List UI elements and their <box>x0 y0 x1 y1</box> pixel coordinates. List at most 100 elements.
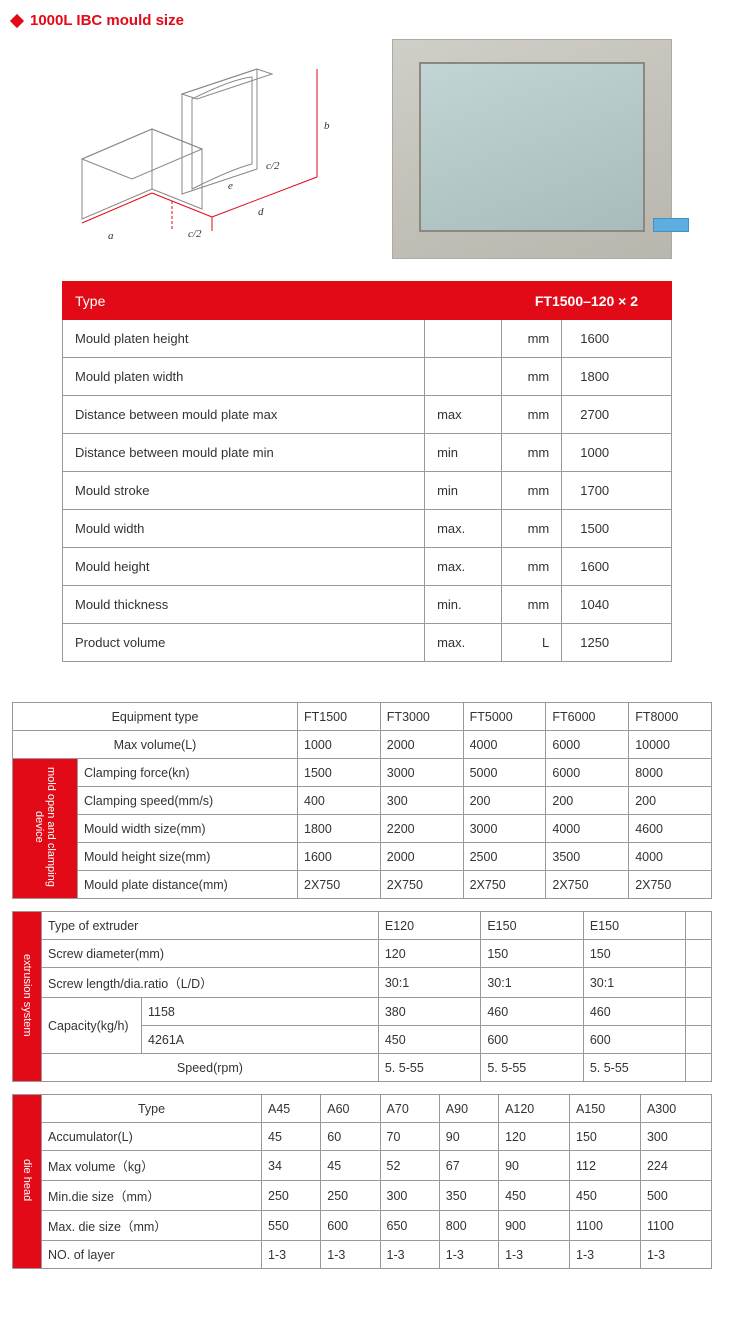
t1-row-qual: min <box>425 434 502 472</box>
t1-row-val: 1040 <box>562 586 672 624</box>
die-cell: 250 <box>321 1181 380 1211</box>
mold-cell: 2500 <box>463 843 546 871</box>
t1-row-label: Distance between mould plate min <box>63 434 425 472</box>
t1-row-val: 1800 <box>562 358 672 396</box>
mold-cell: 5000 <box>463 759 546 787</box>
capacity-cell: 450 <box>378 1026 480 1054</box>
t1-row-label: Mould platen width <box>63 358 425 396</box>
mold-cell: 200 <box>546 787 629 815</box>
mold-row-label: Clamping force(kn) <box>78 759 298 787</box>
t1-row-qual: min <box>425 472 502 510</box>
mold-cell: 2200 <box>380 815 463 843</box>
t1-row-label: Mould height <box>63 548 425 586</box>
ext-cell: 30:1 <box>583 968 685 998</box>
die-cell: 150 <box>570 1123 641 1151</box>
diagram-label-a: a <box>108 230 114 242</box>
mold-cell: 8000 <box>629 759 712 787</box>
die-cell: 800 <box>439 1211 498 1241</box>
mold-row-label: Clamping speed(mm/s) <box>78 787 298 815</box>
t1-row-val: 1500 <box>562 510 672 548</box>
ext-blank <box>686 912 712 940</box>
ext-cell: E120 <box>378 912 480 940</box>
mold-cell: 2X750 <box>380 871 463 899</box>
die-cell: 45 <box>262 1123 321 1151</box>
maxvol-col: 1000 <box>298 731 381 759</box>
die-cell: 1-3 <box>499 1241 570 1269</box>
ext-cell: 120 <box>378 940 480 968</box>
mold-cell: 3500 <box>546 843 629 871</box>
maxvol-col: 10000 <box>629 731 712 759</box>
mold-cell: 300 <box>380 787 463 815</box>
mould-size-table: Type FT1500–120 × 2 Mould platen height … <box>62 281 672 662</box>
ext-row-label: Screw length/dia.ratio（L/D） <box>42 968 379 998</box>
t1-row-val: 1250 <box>562 624 672 662</box>
diagram-label-d: d <box>258 206 264 218</box>
model-col: FT8000 <box>629 703 712 731</box>
mold-row-label: Mould height size(mm) <box>78 843 298 871</box>
diagram-label-e: e <box>228 180 233 192</box>
model-col: FT3000 <box>380 703 463 731</box>
die-cell: 112 <box>570 1151 641 1181</box>
die-row-label: Accumulator(L) <box>42 1123 262 1151</box>
ext-row-label: Type of extruder <box>42 912 379 940</box>
ext-cell: 150 <box>583 940 685 968</box>
die-row-label: NO. of layer <box>42 1241 262 1269</box>
figure-row: a b c/2 c/2 d e <box>62 39 726 267</box>
t1-row-label: Mould platen height <box>63 320 425 358</box>
die-row-label: Min.die size（mm） <box>42 1181 262 1211</box>
t1-row-val: 1000 <box>562 434 672 472</box>
t1-row-unit: mm <box>501 510 561 548</box>
mold-cell: 400 <box>298 787 381 815</box>
t1-row-unit: mm <box>501 320 561 358</box>
die-row-label: Max. die size（mm） <box>42 1211 262 1241</box>
die-row-label: Max volume（kg） <box>42 1151 262 1181</box>
t1-row-label: Mould thickness <box>63 586 425 624</box>
die-type: A300 <box>640 1095 711 1123</box>
speed-cell: 5. 5-55 <box>583 1054 685 1082</box>
capacity-sub: 1158 <box>142 998 379 1026</box>
die-cell: 900 <box>499 1211 570 1241</box>
die-cell: 60 <box>321 1123 380 1151</box>
specs-table-die: die head TypeA45A60A70A90A120A150A300Acc… <box>12 1094 712 1269</box>
section-die-title: die head <box>13 1095 42 1269</box>
die-type: A60 <box>321 1095 380 1123</box>
model-col: FT1500 <box>298 703 381 731</box>
capacity-cell: 380 <box>378 998 480 1026</box>
capacity-cell: 600 <box>481 1026 583 1054</box>
t1-row-unit: mm <box>501 472 561 510</box>
t1-row-val: 2700 <box>562 396 672 434</box>
die-type: A70 <box>380 1095 439 1123</box>
capacity-cell: 460 <box>481 998 583 1026</box>
mold-cell: 3000 <box>380 759 463 787</box>
mold-row-label: Mould plate distance(mm) <box>78 871 298 899</box>
die-cell: 300 <box>640 1123 711 1151</box>
ext-blank <box>686 940 712 968</box>
diamond-icon <box>10 13 24 27</box>
t1-row-qual: max. <box>425 548 502 586</box>
die-cell: 350 <box>439 1181 498 1211</box>
diagram-label-c2-1: c/2 <box>188 228 202 240</box>
die-cell: 550 <box>262 1211 321 1241</box>
page-title: 1000L IBC mould size <box>30 12 184 29</box>
die-type: A120 <box>499 1095 570 1123</box>
die-cell: 500 <box>640 1181 711 1211</box>
t1-row-unit: mm <box>501 434 561 472</box>
die-cell: 70 <box>380 1123 439 1151</box>
model-col: FT6000 <box>546 703 629 731</box>
mould-photo <box>392 39 672 259</box>
mold-cell: 4000 <box>546 815 629 843</box>
mould-diagram: a b c/2 c/2 d e <box>62 39 362 267</box>
specs-table-extrusion: extrusion systemType of extruderE120E150… <box>12 911 712 1082</box>
t1-row-val: 1600 <box>562 548 672 586</box>
t1-row-unit: mm <box>501 548 561 586</box>
mold-cell: 2X750 <box>298 871 381 899</box>
t1-header-type: Type <box>63 282 502 320</box>
die-type-label: Type <box>42 1095 262 1123</box>
die-cell: 650 <box>380 1211 439 1241</box>
speed-cell: 5. 5-55 <box>378 1054 480 1082</box>
die-cell: 1-3 <box>640 1241 711 1269</box>
t1-row-qual: max <box>425 396 502 434</box>
ext-cell: E150 <box>481 912 583 940</box>
die-type: A150 <box>570 1095 641 1123</box>
t2-eqtype-label: Equipment type <box>13 703 298 731</box>
